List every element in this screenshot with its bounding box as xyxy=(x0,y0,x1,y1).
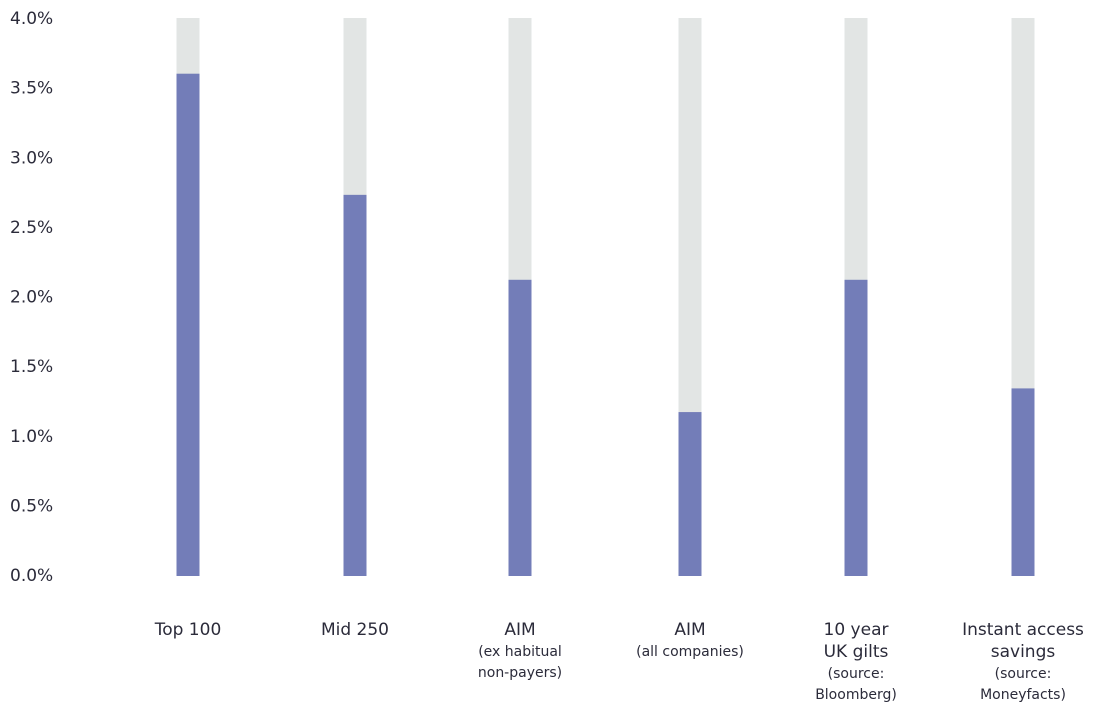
y-tick-label: 2.0% xyxy=(10,288,53,308)
category-label: 10 year xyxy=(824,620,889,640)
y-tick-label: 0.5% xyxy=(10,496,53,516)
category-sublabel: Moneyfacts) xyxy=(980,687,1066,703)
category-sublabel: Bloomberg) xyxy=(815,687,897,703)
bar xyxy=(508,279,532,576)
bar xyxy=(343,194,367,576)
y-tick-label: 4.0% xyxy=(10,9,53,29)
category-label: Top 100 xyxy=(154,620,222,640)
category-label: AIM xyxy=(504,620,535,640)
bar xyxy=(844,279,868,576)
category-sublabel: (source: xyxy=(995,666,1052,682)
category-sublabel: (source: xyxy=(828,666,885,682)
category-sublabel: non-payers) xyxy=(478,665,562,681)
category-label: AIM xyxy=(674,620,705,640)
y-tick-label: 3.5% xyxy=(10,79,53,99)
y-tick-label: 0.0% xyxy=(10,566,53,586)
bar xyxy=(678,412,702,576)
category-label-line2: savings xyxy=(991,642,1056,662)
bar xyxy=(1011,388,1035,576)
bar xyxy=(176,73,200,576)
category-sublabel: (all companies) xyxy=(636,644,744,660)
y-tick-label: 1.0% xyxy=(10,427,53,447)
y-tick-label: 2.5% xyxy=(10,218,53,238)
y-axis: 0.0% 0.5% 1.0% 1.5% 2.0% 2.5% 3.0% 3.5% 4.0% xyxy=(10,9,53,586)
category-label-line2: UK gilts xyxy=(824,642,889,662)
x-axis-labels: Top 100 Mid 250 AIM (ex habitual non-payers)… xyxy=(154,620,1084,703)
y-tick-label: 3.0% xyxy=(10,148,53,168)
bars xyxy=(176,18,1035,576)
y-tick-label: 1.5% xyxy=(10,357,53,377)
category-sublabel: (ex habitual xyxy=(478,644,562,660)
category-label: Mid 250 xyxy=(321,620,389,640)
category-label: Instant access xyxy=(962,620,1084,640)
